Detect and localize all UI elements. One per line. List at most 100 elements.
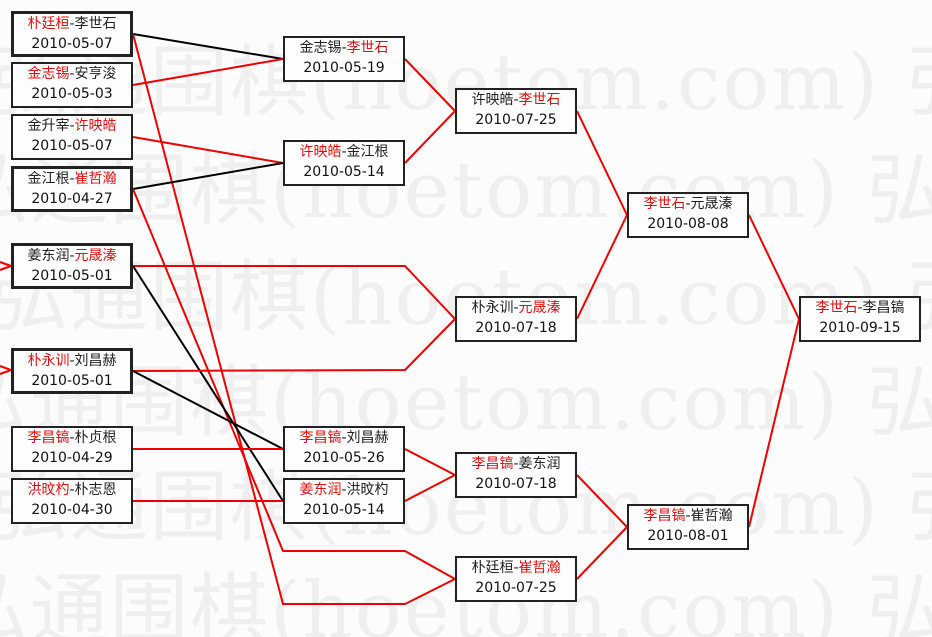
bracket-line bbox=[132, 33, 456, 605]
watermark-text: 弘通围棋(hoetom.com) 弘通围棋(hoetom.com) bbox=[0, 358, 932, 448]
separator: - bbox=[685, 508, 691, 524]
player-2: 崔哲瀚 bbox=[74, 171, 117, 187]
separator: - bbox=[69, 118, 75, 134]
match-players: 朴永训-刘昌赫 bbox=[14, 351, 130, 371]
player-2: 朴贞根 bbox=[74, 430, 117, 446]
match-box: 李昌镐-朴贞根 2010-04-29 bbox=[11, 426, 133, 472]
match-box: 金志锡-李世石 2010-05-19 bbox=[283, 36, 405, 82]
player-1: 金志锡 bbox=[27, 66, 70, 82]
match-players: 朴廷桓-崔哲瀚 bbox=[457, 558, 575, 578]
separator: - bbox=[69, 482, 75, 498]
match-box: 朴廷桓-崔哲瀚 2010-07-25 bbox=[455, 556, 577, 602]
bracket-line bbox=[404, 474, 456, 502]
bracket-line bbox=[748, 318, 800, 528]
match-date: 2010-05-07 bbox=[31, 36, 113, 52]
match-box: 金志锡-安亨浚 2010-05-03 bbox=[11, 62, 133, 108]
match-players: 李昌镐-崔哲瀚 bbox=[629, 506, 747, 526]
match-date: 2010-05-26 bbox=[303, 450, 385, 466]
player-1: 许映皓 bbox=[471, 92, 514, 108]
player-1: 姜东润 bbox=[299, 482, 342, 498]
match-date: 2010-07-18 bbox=[475, 476, 557, 492]
player-2: 元晟溱 bbox=[518, 300, 561, 316]
separator: - bbox=[69, 66, 75, 82]
match-date: 2010-08-01 bbox=[647, 528, 729, 544]
player-1: 朴永训 bbox=[471, 300, 514, 316]
bracket-line bbox=[132, 33, 284, 60]
arrow-in bbox=[0, 261, 14, 271]
match-players: 洪旼杓-朴志恩 bbox=[13, 480, 131, 500]
bracket-line bbox=[404, 110, 456, 164]
player-1: 李昌镐 bbox=[299, 430, 342, 446]
match-date: 2010-09-15 bbox=[819, 320, 901, 336]
match-players: 李昌镐-朴贞根 bbox=[13, 428, 131, 448]
player-1: 李昌镐 bbox=[27, 430, 70, 446]
match-date: 2010-07-18 bbox=[475, 320, 557, 336]
match-box: 姜东润-洪旼杓 2010-05-14 bbox=[283, 478, 405, 524]
match-players: 姜东润-元晟溱 bbox=[14, 246, 130, 266]
match-players: 姜东润-洪旼杓 bbox=[285, 480, 403, 500]
player-1: 李世石 bbox=[643, 196, 686, 212]
player-2: 李世石 bbox=[74, 16, 117, 32]
match-players: 朴廷桓-李世石 bbox=[14, 14, 130, 34]
player-2: 李世石 bbox=[518, 92, 561, 108]
player-1: 许映皓 bbox=[299, 144, 342, 160]
match-players: 金江根-崔哲瀚 bbox=[14, 169, 130, 189]
bracket-line bbox=[404, 58, 456, 112]
match-box: 李昌镐-崔哲瀚 2010-08-01 bbox=[627, 504, 749, 550]
separator: - bbox=[857, 300, 863, 316]
player-2: 崔哲瀚 bbox=[518, 560, 561, 576]
match-players: 许映皓-金江根 bbox=[285, 142, 403, 162]
player-2: 元晟溱 bbox=[690, 196, 733, 212]
match-date: 2010-05-19 bbox=[303, 60, 385, 76]
match-box: 朴永训-刘昌赫 2010-05-01 bbox=[11, 348, 133, 394]
bracket-line bbox=[132, 265, 284, 502]
player-2: 安亨浚 bbox=[74, 66, 117, 82]
match-date: 2010-05-01 bbox=[31, 373, 113, 389]
separator: - bbox=[513, 300, 519, 316]
separator: - bbox=[513, 560, 519, 576]
watermark-text: 弘通围棋(hoetom.com) 弘通围棋(hoetom.com) bbox=[0, 146, 932, 236]
player-2: 李昌镐 bbox=[862, 300, 905, 316]
separator: - bbox=[69, 16, 75, 32]
match-box: 金升宰-许映皓 2010-05-07 bbox=[11, 114, 133, 160]
match-box: 李昌镐-刘昌赫 2010-05-26 bbox=[283, 426, 405, 472]
bracket-line bbox=[132, 318, 456, 372]
player-2: 元晟溱 bbox=[74, 248, 117, 264]
bracket-line bbox=[132, 136, 284, 164]
match-date: 2010-04-29 bbox=[31, 450, 113, 466]
match-players: 李昌镐-姜东润 bbox=[457, 454, 575, 474]
player-1: 朴廷桓 bbox=[471, 560, 514, 576]
match-box: 许映皓-李世石 2010-07-25 bbox=[455, 88, 577, 134]
match-players: 李世石-元晟溱 bbox=[629, 194, 747, 214]
player-2: 刘昌赫 bbox=[346, 430, 389, 446]
bracket-line bbox=[748, 214, 800, 320]
player-1: 姜东润 bbox=[27, 248, 70, 264]
player-2: 洪旼杓 bbox=[346, 482, 389, 498]
match-players: 许映皓-李世石 bbox=[457, 90, 575, 110]
match-players: 金志锡-安亨浚 bbox=[13, 64, 131, 84]
player-2: 刘昌赫 bbox=[74, 353, 117, 369]
player-1: 朴永训 bbox=[27, 353, 70, 369]
bracket-line bbox=[133, 265, 456, 320]
player-1: 金志锡 bbox=[299, 40, 342, 56]
separator: - bbox=[341, 40, 347, 56]
bracket-line bbox=[576, 526, 628, 580]
separator: - bbox=[513, 456, 519, 472]
separator: - bbox=[685, 196, 691, 212]
player-2: 金江根 bbox=[346, 144, 389, 160]
arrow-in bbox=[0, 365, 14, 375]
match-date: 2010-05-07 bbox=[31, 138, 113, 154]
separator: - bbox=[69, 430, 75, 446]
player-1: 朴廷桓 bbox=[27, 16, 70, 32]
separator: - bbox=[69, 248, 75, 264]
player-1: 李昌镐 bbox=[471, 456, 514, 472]
match-box: 李昌镐-姜东润 2010-07-18 bbox=[455, 452, 577, 498]
player-2: 朴志恩 bbox=[74, 482, 117, 498]
bracket-line bbox=[576, 214, 628, 320]
separator: - bbox=[69, 353, 75, 369]
match-players: 朴永训-元晟溱 bbox=[457, 298, 575, 318]
bracket-line bbox=[404, 448, 456, 476]
bracket-line bbox=[132, 370, 284, 450]
